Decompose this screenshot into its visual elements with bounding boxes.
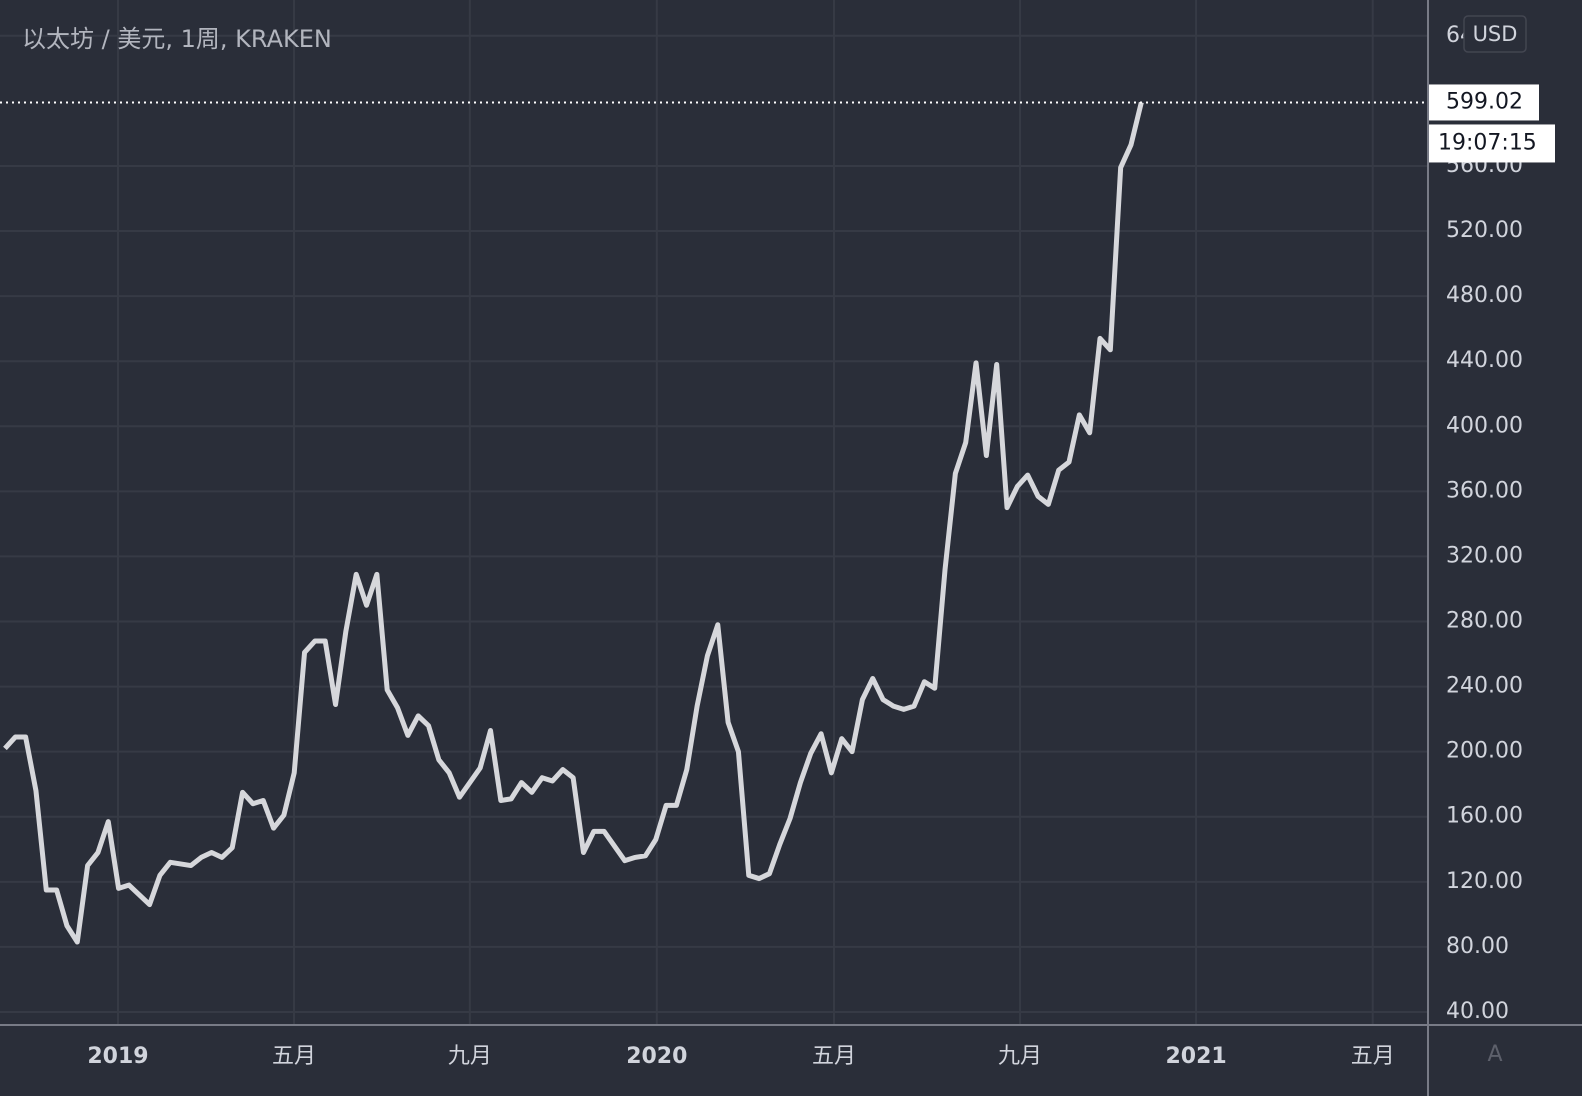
chart-title: 以太坊 / 美元, 1周, KRAKEN xyxy=(22,25,332,53)
x-tick-label: 2020 xyxy=(626,1044,687,1069)
x-tick-label: 2021 xyxy=(1165,1044,1226,1069)
x-tick-label: 九月 xyxy=(998,1044,1042,1069)
currency-label[interactable]: USD xyxy=(1473,22,1518,46)
y-tick-label: 280.00 xyxy=(1446,609,1523,634)
currency-badge[interactable] xyxy=(1463,15,1527,53)
x-tick-label: 五月 xyxy=(812,1044,856,1069)
y-tick-label: 240.00 xyxy=(1446,674,1523,699)
y-tick-label: 400.00 xyxy=(1446,413,1523,438)
y-tick-label: 120.00 xyxy=(1446,869,1523,894)
x-tick-label: 五月 xyxy=(1351,1044,1395,1069)
y-tick-label: 160.00 xyxy=(1446,804,1523,829)
y-tick-label: 440.00 xyxy=(1446,348,1523,373)
x-tick-label: 九月 xyxy=(448,1044,492,1069)
price-line xyxy=(3,101,1144,945)
last-price-label: 599.02 xyxy=(1446,89,1523,114)
y-tick-label: 40.00 xyxy=(1446,999,1509,1024)
y-tick-label: 80.00 xyxy=(1446,934,1509,959)
y-tick-label: 320.00 xyxy=(1446,543,1523,568)
last-price-box xyxy=(1429,84,1539,121)
countdown-label: 19:07:15 xyxy=(1438,130,1537,155)
y-tick-label: 520.00 xyxy=(1446,218,1523,243)
y-tick-label: 360.00 xyxy=(1446,478,1523,503)
y-tick-label: 200.00 xyxy=(1446,739,1523,764)
x-tick-label: 五月 xyxy=(272,1044,316,1069)
auto-scale-button[interactable]: A xyxy=(1487,1042,1502,1067)
y-tick-label: 480.00 xyxy=(1446,283,1523,308)
x-tick-label: 2019 xyxy=(87,1044,148,1069)
countdown-box xyxy=(1429,124,1555,163)
